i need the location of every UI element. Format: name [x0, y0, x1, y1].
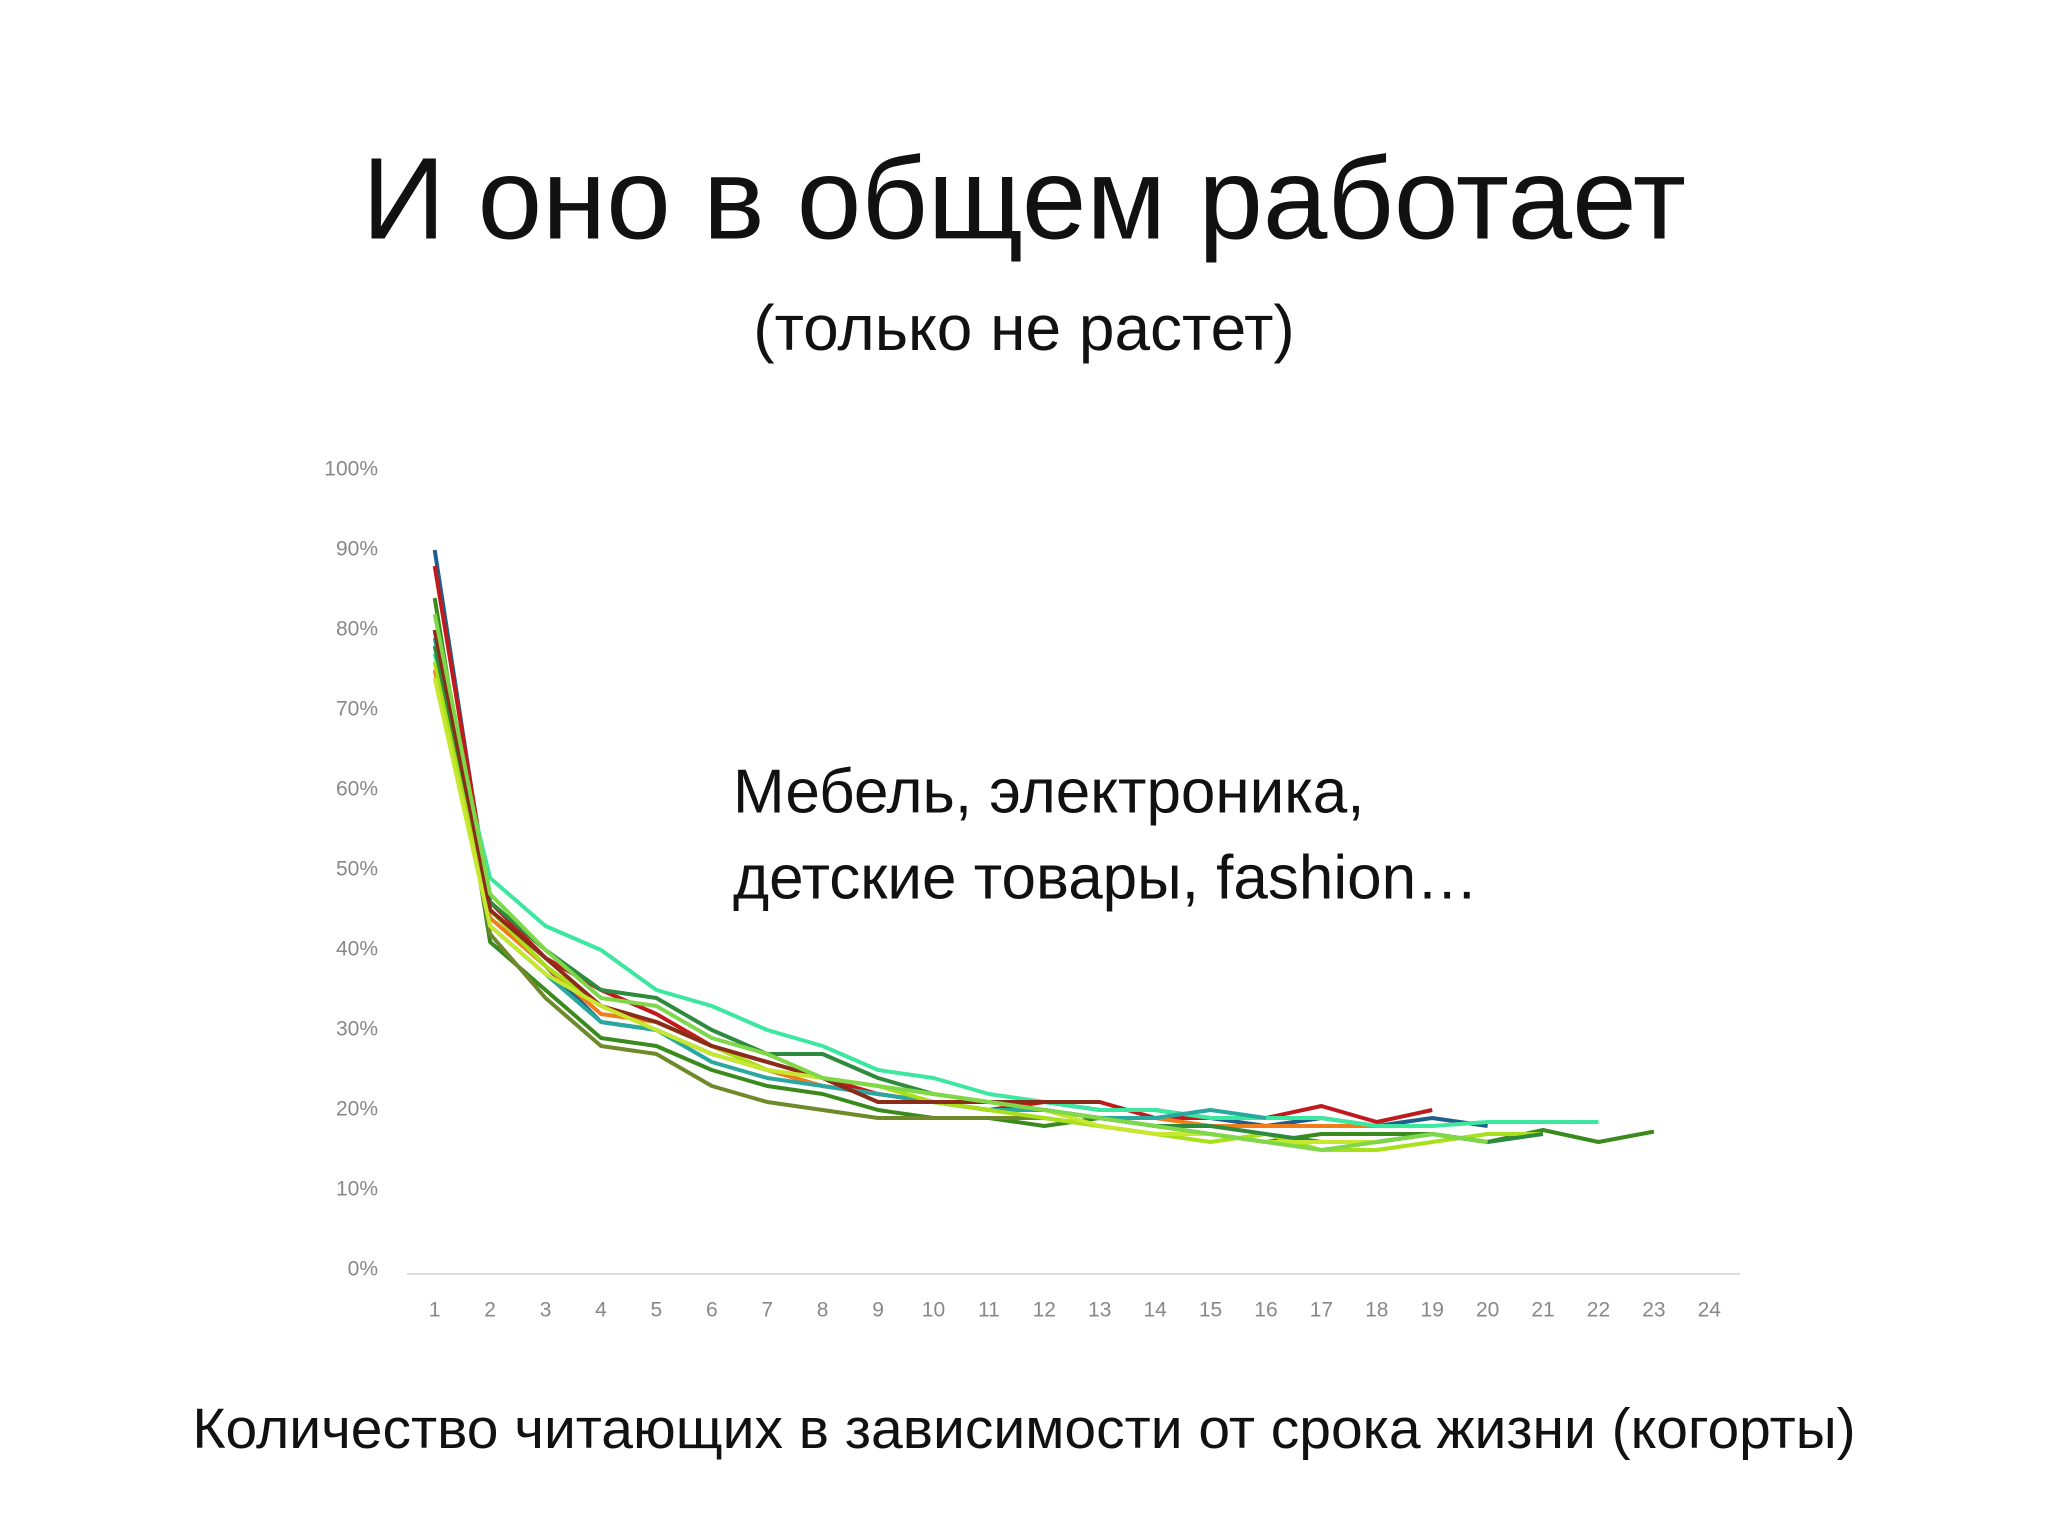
y-tick-label: 0%: [348, 1258, 378, 1281]
x-tick-label: 16: [1254, 1299, 1277, 1322]
x-tick-label: 15: [1199, 1299, 1222, 1322]
x-tick-label: 17: [1310, 1299, 1333, 1322]
x-tick-label: 14: [1143, 1299, 1167, 1322]
x-tick-label: 13: [1088, 1299, 1111, 1322]
y-tick-label: 20%: [336, 1098, 378, 1121]
x-tick-label: 23: [1642, 1299, 1665, 1322]
caption: Количество читающих в зависимости от сро…: [192, 1397, 1855, 1461]
x-tick-label: 7: [761, 1299, 773, 1322]
x-tick-label: 12: [1033, 1299, 1056, 1322]
x-tick-label: 3: [540, 1299, 552, 1322]
x-tick-label: 18: [1365, 1299, 1388, 1322]
x-tick-label: 2: [484, 1299, 496, 1322]
x-tick-label: 19: [1421, 1299, 1444, 1322]
x-tick-label: 21: [1531, 1299, 1554, 1322]
series-line: [432, 613, 1488, 1152]
slide-title: И оно в общем работает: [362, 134, 1686, 264]
y-tick-label: 30%: [336, 1018, 378, 1041]
y-tick-label: 60%: [336, 778, 378, 801]
x-tick-label: 8: [817, 1299, 829, 1322]
annotation-line: детские товары, fashion…: [733, 843, 1478, 912]
y-tick-label: 50%: [336, 858, 378, 881]
y-tick-label: 90%: [336, 538, 378, 561]
x-tick-label: 1: [429, 1299, 441, 1322]
annotation-line: Мебель, электроника,: [733, 757, 1364, 826]
y-tick-label: 80%: [336, 618, 378, 641]
x-tick-label: 6: [706, 1299, 718, 1322]
x-tick-label: 5: [651, 1299, 663, 1322]
x-tick-label: 24: [1698, 1299, 1722, 1322]
x-tick-label: 9: [872, 1299, 884, 1322]
x-tick-label: 4: [595, 1299, 607, 1322]
x-tick-label: 10: [922, 1299, 945, 1322]
x-tick-label: 20: [1476, 1299, 1499, 1322]
y-tick-label: 70%: [336, 698, 378, 721]
series-line: [432, 653, 1599, 1128]
x-tick-label: 22: [1587, 1299, 1610, 1322]
slide-subtitle: (только не растет): [753, 292, 1294, 364]
y-tick-label: 10%: [336, 1178, 378, 1201]
x-tick-label: 11: [978, 1299, 1000, 1322]
y-tick-label: 40%: [336, 938, 378, 961]
y-tick-label: 100%: [324, 458, 378, 481]
